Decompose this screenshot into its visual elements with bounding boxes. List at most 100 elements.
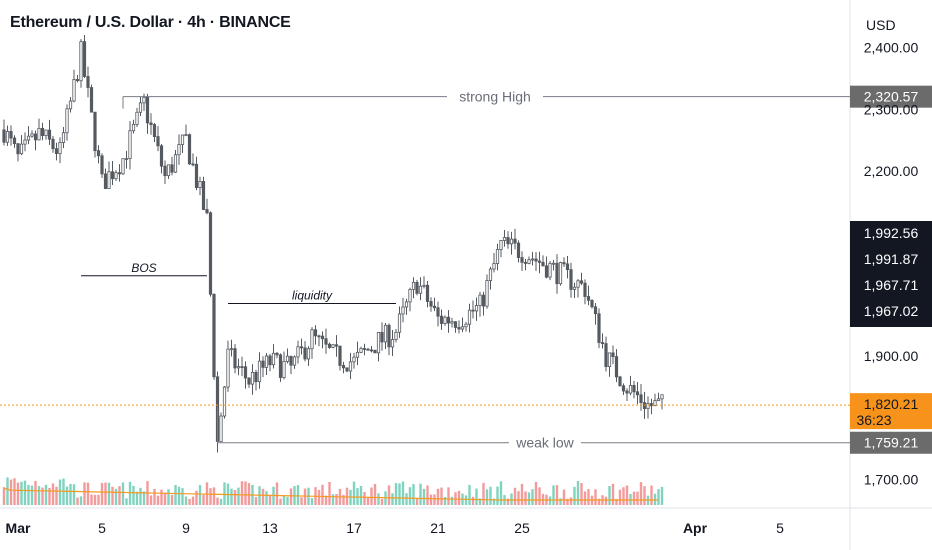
candle-body (446, 316, 451, 324)
volume-bar (415, 498, 419, 505)
volume-bar (212, 487, 216, 505)
candle-body (68, 100, 73, 110)
volume-bar (335, 494, 338, 505)
candle-body (201, 181, 206, 210)
volume-bar (342, 494, 345, 505)
volume-bar (160, 489, 163, 505)
candle-body (40, 127, 45, 136)
candle-body (289, 355, 293, 366)
annotation-label: strong High (459, 89, 531, 105)
volume-bar (167, 489, 170, 505)
candle-body (569, 269, 573, 290)
annotation-label: BOS (131, 261, 156, 275)
price-tick: 2,200.00 (864, 163, 919, 179)
volume-bar (30, 485, 34, 505)
time-tick: 21 (430, 520, 446, 536)
candle-body (397, 313, 402, 333)
volume-bar (373, 483, 377, 505)
candle-body (509, 238, 514, 245)
candle-body (355, 351, 360, 358)
volume-bar (429, 494, 433, 505)
candle-body (313, 329, 318, 337)
candle-body (460, 326, 465, 330)
candle-body (327, 343, 332, 348)
candle-body (131, 123, 136, 132)
candle-body (380, 332, 384, 343)
volume-bar (16, 482, 20, 505)
volume-bar (492, 498, 496, 505)
volume-bar (436, 488, 440, 505)
candle-body (33, 133, 38, 141)
candle-body (30, 133, 34, 137)
volume-bar (279, 498, 282, 505)
volume-bar (548, 496, 552, 505)
volume-bar (163, 492, 167, 505)
volume-bar (107, 482, 111, 505)
price-badge-label: 2,320.57 (864, 89, 919, 105)
candle-body (198, 181, 202, 188)
volume-bar (216, 497, 219, 505)
candle-body (51, 138, 55, 150)
candle-body (156, 136, 160, 147)
candle-body (352, 356, 356, 363)
candle-body (184, 134, 188, 137)
candle-body (75, 79, 80, 82)
candle-body (65, 108, 69, 134)
candle-body (268, 355, 272, 366)
candle-body (26, 135, 31, 141)
volume-bar (552, 485, 555, 505)
candle-body (299, 346, 304, 349)
volume-bar (499, 481, 503, 505)
currency-label[interactable]: USD (866, 17, 896, 33)
volume-bar (37, 486, 41, 505)
volume-bar (86, 482, 90, 505)
volume-bar (401, 481, 405, 505)
volume-bar (394, 483, 398, 505)
candle-body (390, 339, 395, 348)
volume-bar (69, 483, 72, 505)
volume-bar (275, 482, 279, 505)
candle-body (149, 122, 153, 125)
volume-bar (174, 485, 177, 505)
candle-body (306, 348, 311, 360)
volume-bar (562, 489, 566, 505)
candle-body (2, 129, 6, 143)
candle-body (278, 354, 283, 378)
candle-body (523, 261, 528, 264)
volume-bar (44, 484, 48, 505)
volume-bar (615, 498, 618, 505)
candle-body (96, 150, 101, 157)
candle-body (61, 132, 66, 143)
annotation-label: liquidity (292, 289, 333, 303)
volume-bar (622, 487, 625, 505)
volume-bar (464, 495, 468, 505)
volume-bar (237, 487, 240, 505)
candle-body (37, 127, 41, 141)
candle-body (194, 163, 199, 188)
candle-body (474, 305, 479, 312)
volume-bar (324, 495, 328, 505)
candle-body (656, 398, 661, 401)
volume-bar (219, 498, 223, 505)
volume-bar (643, 486, 646, 505)
volume-bar (247, 483, 251, 505)
candle-body (394, 331, 398, 340)
volume-bar (27, 484, 30, 505)
candle-body (583, 282, 587, 297)
volume-bar (636, 491, 639, 505)
volume-bar (195, 490, 198, 505)
volume-bar (566, 498, 569, 505)
volume-bar (520, 483, 524, 505)
volume-bar (296, 485, 300, 505)
volume-bar (104, 482, 107, 505)
time-tick: Mar (6, 520, 31, 536)
volume-bar (440, 487, 443, 505)
volume-bar (639, 482, 643, 505)
volume-bar (156, 495, 160, 505)
candle-body (555, 262, 559, 285)
volume-bar (632, 491, 636, 505)
candle-body (478, 294, 482, 307)
volume-bar (97, 494, 100, 505)
candle-body (362, 348, 367, 350)
